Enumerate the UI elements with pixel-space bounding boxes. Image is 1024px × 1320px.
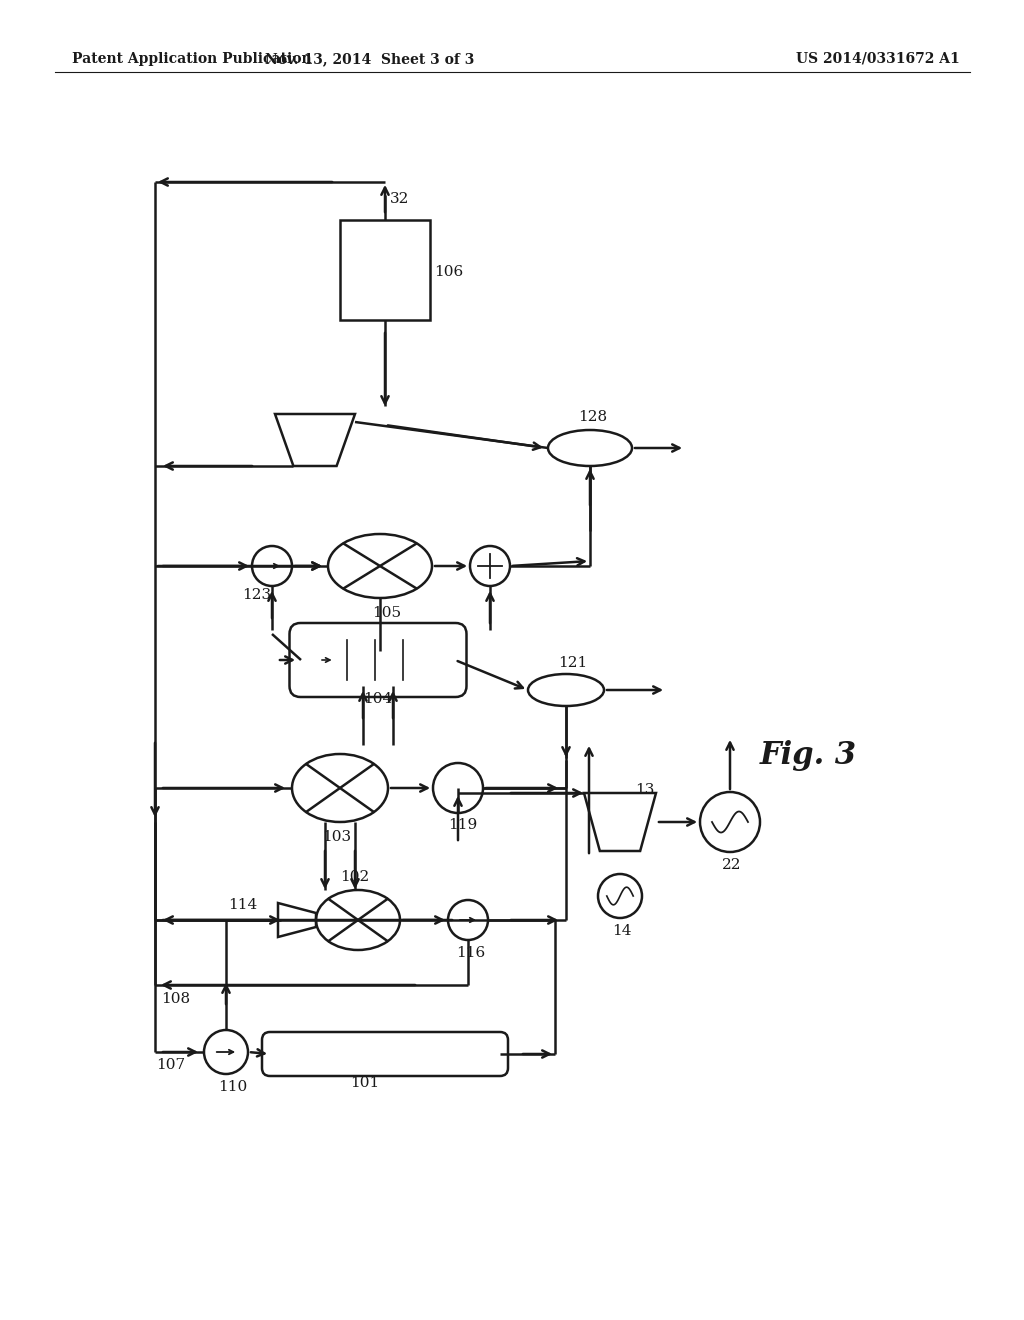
Text: Fig. 3: Fig. 3 — [760, 741, 857, 771]
Text: 116: 116 — [456, 946, 485, 960]
Text: 108: 108 — [161, 993, 190, 1006]
Text: 105: 105 — [372, 606, 401, 620]
Text: 22: 22 — [722, 858, 741, 873]
Text: 102: 102 — [340, 870, 370, 884]
Bar — [340, 220, 430, 319]
Text: Patent Application Publication: Patent Application Publication — [72, 51, 311, 66]
Text: 107: 107 — [156, 1059, 185, 1072]
Text: 110: 110 — [218, 1080, 247, 1094]
Text: 114: 114 — [228, 898, 257, 912]
Text: 104: 104 — [362, 692, 392, 706]
Text: US 2014/0331672 A1: US 2014/0331672 A1 — [797, 51, 961, 66]
Text: 13: 13 — [635, 783, 654, 797]
Text: 123: 123 — [242, 587, 271, 602]
Text: Nov. 13, 2014  Sheet 3 of 3: Nov. 13, 2014 Sheet 3 of 3 — [265, 51, 475, 66]
Text: 32: 32 — [390, 191, 410, 206]
Text: 103: 103 — [322, 830, 351, 843]
Text: 14: 14 — [612, 924, 632, 939]
Text: 128: 128 — [578, 411, 607, 424]
Text: 101: 101 — [350, 1076, 380, 1090]
Text: 106: 106 — [434, 265, 463, 279]
Text: 119: 119 — [449, 818, 477, 832]
Text: 121: 121 — [558, 656, 587, 671]
